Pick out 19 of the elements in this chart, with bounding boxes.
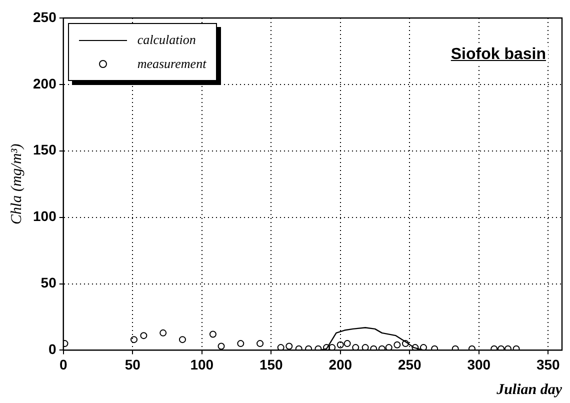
legend-label: measurement xyxy=(137,56,206,72)
legend-label: calculation xyxy=(137,32,196,48)
y-tick-label: 0 xyxy=(48,341,57,358)
x-tick-label: 50 xyxy=(124,356,141,372)
y-axis-title: Chla (mg/m³) xyxy=(8,144,25,224)
x-tick-label: 0 xyxy=(59,356,68,372)
y-tick-label: 200 xyxy=(33,75,57,92)
x-tick-label: 100 xyxy=(190,356,214,372)
x-tick-label: 200 xyxy=(328,356,352,372)
text: Siofok basin xyxy=(448,46,548,64)
y-tick-label: 250 xyxy=(33,8,57,25)
x-axis-title: Julian day xyxy=(496,382,562,398)
y-tick-label: 50 xyxy=(40,274,57,291)
x-tick-label: 300 xyxy=(467,356,491,372)
y-tick-label: 150 xyxy=(33,142,57,158)
y-tick-label: 100 xyxy=(33,208,57,224)
x-tick-label: 250 xyxy=(398,356,422,372)
x-tick-label: 350 xyxy=(536,356,560,372)
x-tick-label: 150 xyxy=(259,356,284,372)
